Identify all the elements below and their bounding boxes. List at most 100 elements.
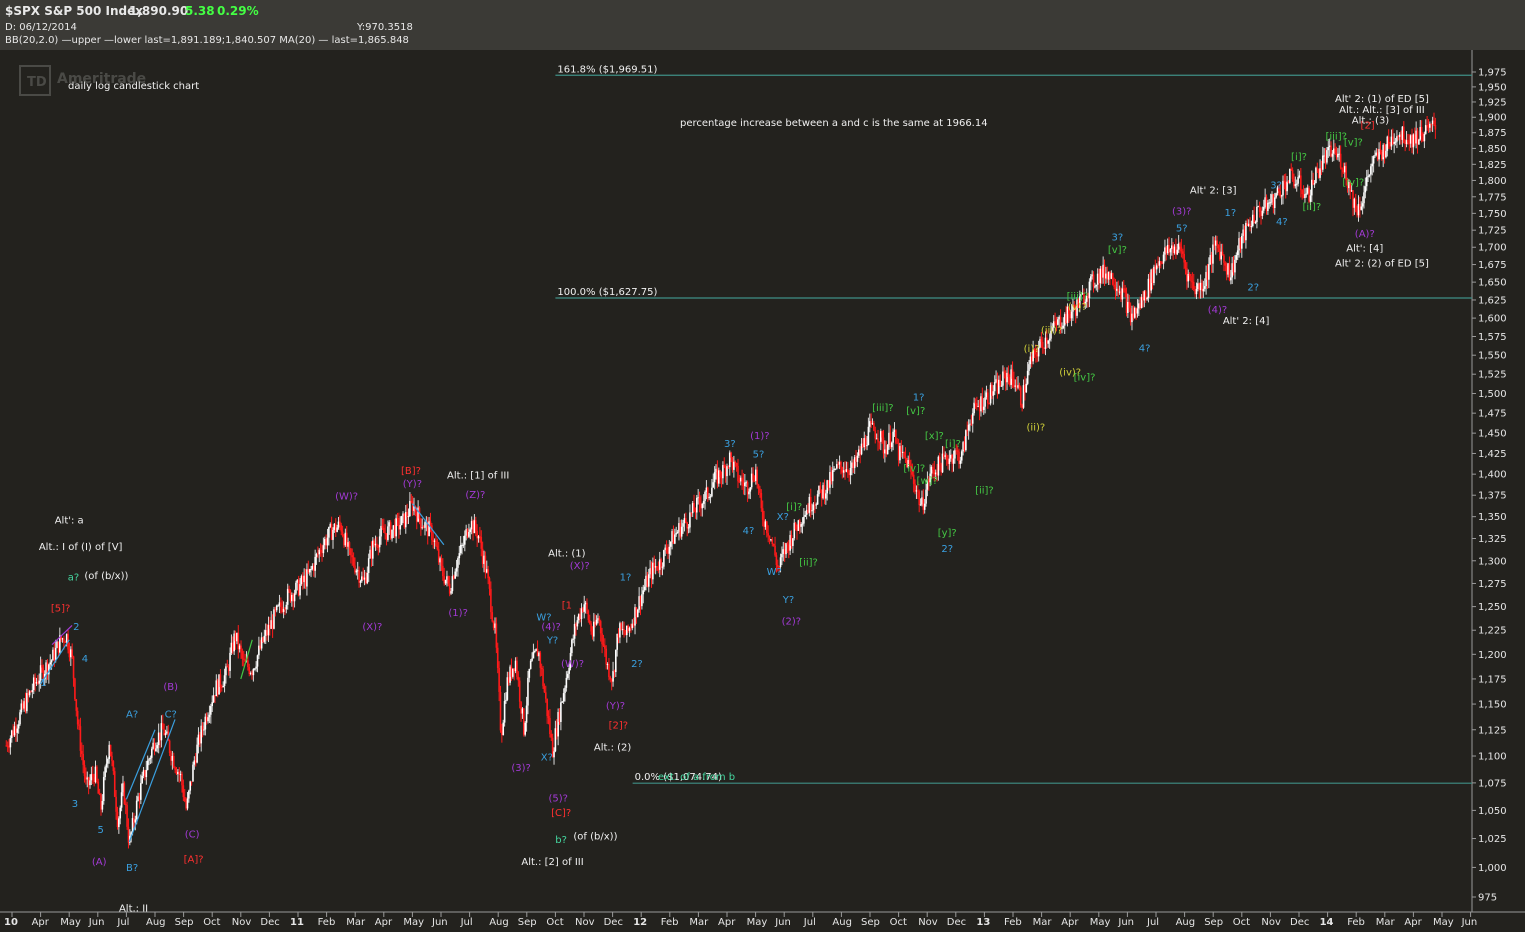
candle-body bbox=[273, 609, 275, 629]
x-tick-label: May bbox=[1433, 917, 1454, 928]
candle-body bbox=[389, 522, 392, 539]
y-tick-label: 1,000 bbox=[1478, 863, 1507, 874]
y-tick-label: 1,200 bbox=[1478, 650, 1507, 661]
candle-body bbox=[1378, 149, 1380, 160]
date-readout: D: 06/12/2014 bbox=[5, 22, 77, 33]
candle-body bbox=[1367, 175, 1369, 178]
candle-body bbox=[665, 547, 668, 552]
candle-body bbox=[1239, 238, 1242, 249]
candle-body bbox=[608, 664, 610, 678]
candle-body bbox=[783, 549, 786, 555]
candle-body bbox=[509, 666, 511, 683]
candle-body bbox=[1275, 193, 1277, 198]
candle-body bbox=[879, 431, 882, 442]
candle-body bbox=[1431, 120, 1434, 124]
candle-body bbox=[108, 744, 111, 759]
trend-line bbox=[40, 639, 70, 685]
candle-body bbox=[221, 686, 223, 688]
candle-body bbox=[1003, 371, 1006, 373]
candle-body bbox=[174, 767, 176, 771]
candle-body bbox=[1054, 321, 1056, 323]
candle-body bbox=[562, 693, 565, 702]
candle-body bbox=[1241, 235, 1243, 249]
candle-body bbox=[683, 518, 686, 524]
candle-body bbox=[26, 693, 28, 712]
wave-label: [i]? bbox=[1291, 152, 1307, 163]
candle-body bbox=[240, 645, 242, 652]
candle-body bbox=[540, 667, 543, 670]
candle-body bbox=[690, 512, 693, 514]
candle-body bbox=[977, 405, 980, 407]
candle-body bbox=[501, 730, 503, 735]
candle-body bbox=[447, 576, 450, 584]
y-tick-label: 1,925 bbox=[1478, 97, 1507, 108]
candle-body bbox=[771, 539, 774, 545]
candle-body bbox=[356, 570, 359, 572]
candle-body bbox=[906, 458, 908, 468]
candle-body bbox=[189, 781, 192, 791]
candle-body bbox=[1392, 136, 1394, 144]
candle-body bbox=[109, 744, 112, 757]
candle-body bbox=[789, 535, 791, 551]
candle-body bbox=[831, 470, 834, 482]
candle-body bbox=[588, 620, 591, 624]
candle-body bbox=[113, 771, 116, 797]
candle-body bbox=[499, 691, 502, 731]
candle-body bbox=[292, 594, 294, 602]
y-tick-label: 975 bbox=[1478, 893, 1497, 904]
watermark-text: Ameritrade bbox=[57, 71, 146, 87]
candle-body bbox=[1387, 136, 1390, 144]
candle-body bbox=[923, 503, 926, 510]
candle-body bbox=[750, 473, 753, 488]
candle-body bbox=[288, 588, 290, 591]
candle-body bbox=[10, 730, 13, 739]
candle-body bbox=[1251, 214, 1254, 227]
candle-body bbox=[12, 730, 14, 736]
candle-body bbox=[1343, 166, 1346, 173]
candle-body bbox=[1151, 269, 1154, 283]
price-axis[interactable]: 975 1,000 1,025 1,050 1,075 1,100 1,125 1,150 1,… bbox=[1472, 68, 1507, 904]
candle-body bbox=[384, 532, 386, 534]
candle-body bbox=[524, 722, 526, 735]
time-axis[interactable]: 10 Apr May Jun Jul Aug Sep Oct Nov Dec 11 Feb Mar Apr… bbox=[4, 912, 1477, 928]
candle-body bbox=[1046, 337, 1048, 344]
candle-body bbox=[205, 716, 208, 722]
candle-body bbox=[1290, 168, 1293, 171]
y-tick-label: 1,950 bbox=[1478, 82, 1507, 93]
candle-body bbox=[1402, 126, 1405, 144]
wave-label: (4)? bbox=[1208, 305, 1227, 316]
candle-body bbox=[227, 667, 230, 671]
candle-body bbox=[881, 431, 883, 438]
candle-body bbox=[28, 691, 31, 696]
candle-body bbox=[782, 549, 785, 554]
candle-body bbox=[253, 668, 256, 670]
candle-body bbox=[231, 642, 234, 652]
candle-body bbox=[1282, 180, 1284, 196]
candle-body bbox=[1051, 327, 1054, 331]
candle-body bbox=[1390, 136, 1393, 147]
candle-body bbox=[1320, 168, 1323, 170]
wave-label: Alt.: (2) bbox=[594, 743, 632, 754]
candle-body bbox=[306, 569, 308, 587]
candle-body bbox=[1397, 136, 1400, 138]
candle-body bbox=[1330, 145, 1332, 157]
candle-body bbox=[1194, 288, 1196, 295]
candle-body bbox=[344, 532, 347, 546]
candle-body bbox=[613, 671, 616, 673]
y-tick-label: 1,650 bbox=[1478, 278, 1507, 289]
candle-body bbox=[1232, 263, 1235, 273]
candle-body bbox=[1191, 281, 1194, 283]
candle-body bbox=[1424, 125, 1427, 134]
wave-label: 3? bbox=[1270, 180, 1282, 191]
wave-label: [ii]? bbox=[1303, 202, 1322, 213]
candle-body bbox=[421, 527, 424, 529]
x-tick-label: Oct bbox=[203, 917, 220, 928]
candle-body bbox=[989, 384, 992, 404]
candle-body bbox=[918, 491, 920, 505]
chart-note: percentage increase between a and c is t… bbox=[680, 118, 988, 129]
candle-body bbox=[862, 443, 864, 448]
wave-label: (2)? bbox=[782, 617, 801, 628]
y-tick-label: 1,850 bbox=[1478, 144, 1507, 155]
chart-header: $SPX S&P 500 Index 1,890.90 5.38 0.29% D… bbox=[0, 0, 1525, 50]
